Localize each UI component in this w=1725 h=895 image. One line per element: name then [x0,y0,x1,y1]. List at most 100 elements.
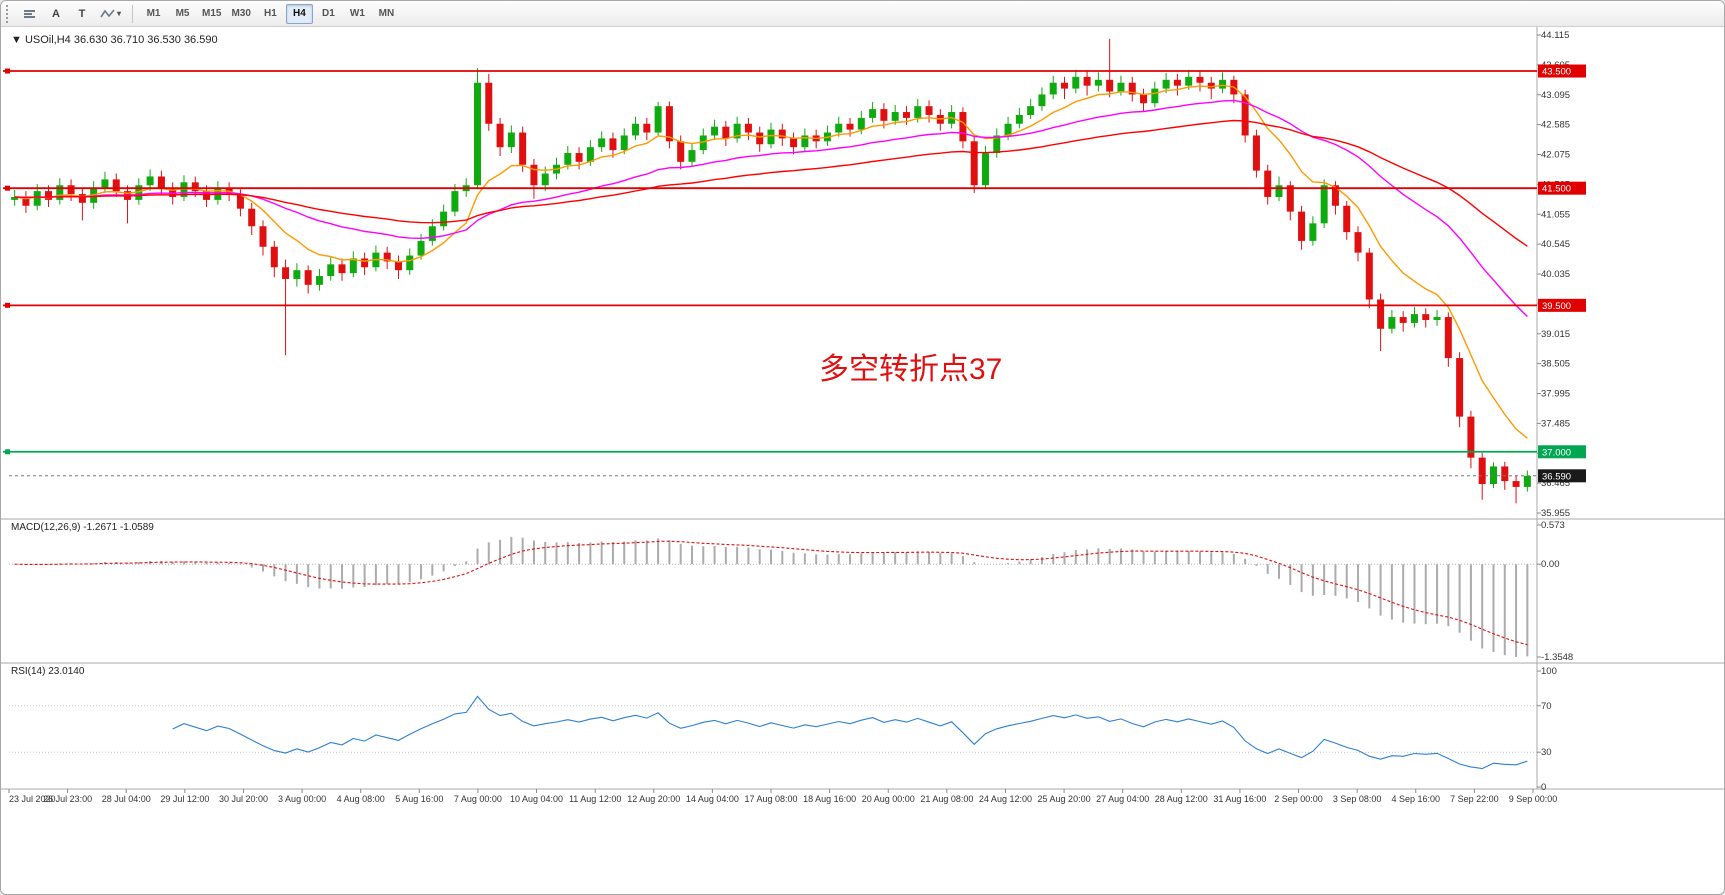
candle-body [643,123,651,133]
price-badge [1538,181,1586,195]
timeframe-button-d1[interactable]: D1 [315,4,342,24]
candle-body [45,191,53,200]
candle-body [349,258,357,274]
text-tool-button[interactable]: A [44,4,68,24]
price-badge [1538,64,1586,78]
candle-body [428,226,436,241]
toolbar-separator [132,4,134,23]
candle-body [1061,82,1069,89]
candle-body [11,196,19,200]
candle-body [665,106,673,142]
price-tick-label: 37.485 [1541,418,1570,429]
candle-body [1207,82,1215,89]
timeframe-button-h4[interactable]: H4 [285,3,313,24]
time-label: 18 Aug 16:00 [803,794,856,804]
candle-body [1331,185,1339,206]
candle-body [632,123,640,136]
line-handle [5,68,10,74]
price-tick-label: 44.115 [1541,30,1569,41]
timeframe-button-m1[interactable]: M1 [140,4,167,24]
candle-body [78,194,86,203]
candle-body [417,240,425,256]
ma-line-slow [14,119,1528,247]
candle-body [1117,82,1125,92]
line-studies-button[interactable]: ▾ [96,4,125,24]
candle-body [620,135,628,151]
timeframe-button-m30[interactable]: M30 [227,4,254,24]
timeframe-button-w1[interactable]: W1 [344,4,371,24]
candle-body [1264,170,1272,197]
time-label: 4 Sep 16:00 [1391,794,1440,804]
time-label: 28 Jul 04:00 [102,794,151,804]
candle-body [959,112,967,142]
candle-body [711,126,719,136]
price-tick-label: 35.955 [1541,508,1570,519]
time-label: 21 Aug 08:00 [920,794,973,804]
price-tick-label: 42.075 [1541,150,1570,161]
candle-body [259,226,267,247]
candle-body [609,138,617,151]
price-badge [1538,469,1586,483]
candle-body [993,135,1001,154]
candle-body [1365,252,1373,300]
price-badge-label: 36.590 [1542,471,1571,482]
time-label: 11 Aug 12:00 [569,794,621,804]
rsi-line [172,695,1528,770]
label-tool-label: T [78,7,86,20]
time-label: 28 Aug 12:00 [1155,794,1208,804]
toolbar-menu-icon-button[interactable] [18,4,42,24]
candle-body [1106,79,1114,92]
timeframe-button-mn[interactable]: MN [373,4,400,24]
candle-body [1015,114,1023,124]
candle-body [496,123,504,148]
candle-body [383,252,391,262]
candle-body [586,147,594,162]
macd-tick-label: -1.3548 [1541,652,1573,663]
time-label: 25 Aug 20:00 [1038,794,1091,804]
candle-body [1343,205,1351,233]
candle-body [722,126,730,139]
timeframe-button-m15[interactable]: M15 [198,4,225,24]
macd-signal-line [14,540,1528,646]
price-chart-canvas[interactable]: 44.11543.60543.09542.58542.07541.56541.0… [1,27,1725,895]
candle-body [33,191,41,206]
candle-body [1512,481,1520,487]
candle-body [1354,232,1362,253]
candle-body [203,191,211,200]
candle-body [1523,475,1531,487]
candle-body [846,123,854,130]
time-label: 3 Aug 00:00 [278,794,326,804]
candle-body [869,109,877,118]
candle-body [485,82,493,124]
candle-body [1298,211,1306,241]
rsi-tick-label: 30 [1541,747,1552,758]
macd-tick-label: 0.573 [1541,520,1565,531]
top-toolbar: A T ▾ M1 M5 M15 M30 H1 H4 D1 W1 MN [1,1,1724,27]
toolbar-drag-handle[interactable] [6,4,13,23]
candle-body [1049,82,1057,95]
candle-body [677,141,685,162]
candle-body [248,208,256,227]
candle-body [835,123,843,133]
timeframe-button-m5[interactable]: M5 [169,4,196,24]
price-badge-label: 43.500 [1542,67,1571,78]
timeframe-button-h1[interactable]: H1 [257,4,284,24]
candle-body [1151,88,1159,104]
candle-body [575,153,583,162]
candle-body [270,246,278,268]
time-label: 17 Aug 08:00 [744,794,797,804]
candle-body [338,264,346,274]
candle-body [507,132,515,148]
candle-body [473,82,481,186]
label-tool-button[interactable]: T [70,4,94,24]
candle-body [304,270,312,285]
candle-body [22,196,30,206]
candle-body [1377,299,1385,329]
candle-body [541,173,549,186]
time-label: 26 Jul 23:00 [43,794,92,804]
price-tick-label: 41.055 [1541,209,1570,220]
candle-body [282,267,290,279]
candle-body [1038,94,1046,107]
ma-line-fast [14,84,1528,439]
